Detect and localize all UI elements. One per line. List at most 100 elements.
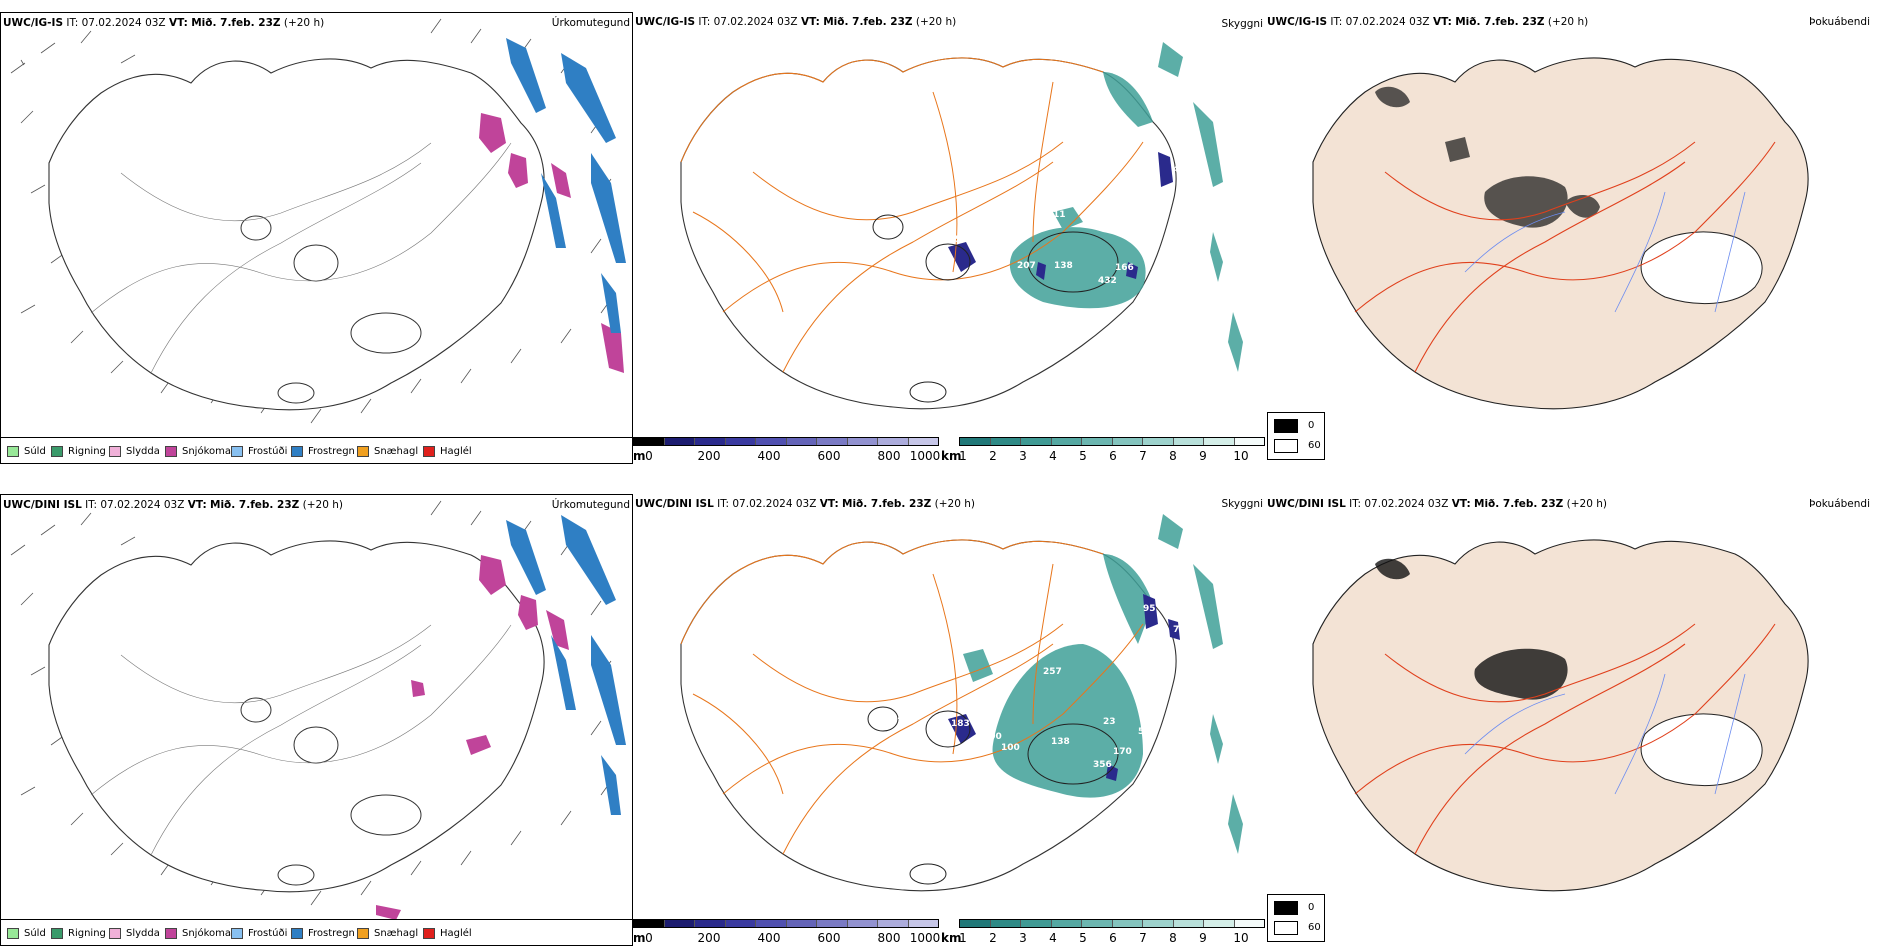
legend-item: Rigning [51,446,106,457]
legend-item: Súld [7,446,46,457]
ceiling-unit: m [633,449,646,463]
it-value: 07.02.2024 03Z [713,16,798,28]
roads [680,539,1144,855]
vis-value-label: 432 [1098,276,1117,286]
it-value: 07.02.2024 03Z [100,499,185,511]
legend-item: Snæhagl [357,446,418,457]
legend-swatch [109,446,121,457]
visibility-tick: 1 [959,449,967,463]
parameter-name: Úrkomutegund [551,17,630,29]
parameter-name: Skyggni [1221,18,1264,30]
panel-header: UWC/DINI ISL IT: 07.02.2024 03Z VT: Mið.… [3,499,628,515]
visibility-tick: 6 [1109,931,1117,945]
fog-legend-swatch [1274,901,1298,915]
visibility-colorbar-strip [959,437,1265,446]
vt-value: Mið. 7.feb. 23Z [210,499,300,511]
legend-item: Snjókoma [165,446,231,457]
it-label: IT: [1330,16,1343,28]
ceiling-colorbar-strip [633,437,939,446]
road-network [90,142,512,374]
legend-item: Snjókoma [165,928,231,939]
vis-shading [1009,42,1243,372]
precip-map [10,18,626,424]
vt-value: Mið. 7.feb. 23Z [842,498,932,510]
panel-header: UWC/IG-IS IT: 07.02.2024 03Z VT: Mið. 7.… [1267,16,1896,32]
visibility-tick: 7 [1139,449,1147,463]
vis-value-label: 39 [1153,143,1166,153]
visibility-tick: 7 [1139,931,1147,945]
precip-type-legend: Súld Rigning Slydda Snjókoma Frostúði Fr… [1,919,632,945]
visibility-unit: km [941,931,962,945]
vt-value: Mið. 7.feb. 23Z [823,16,913,28]
parameter-name: Skyggni [1221,498,1264,510]
visibility-tick: 3 [1019,449,1027,463]
vis-value-label: 95 [1143,604,1156,614]
visibility-map: 39 43 11 52 207 138 166 432 [680,42,1243,410]
legend-swatch [7,928,19,939]
fog-legend-swatch [1274,439,1298,453]
visibility-tick: 9 [1199,449,1207,463]
legend-item: Haglél [423,446,472,457]
vt-label: VT: [168,17,188,29]
it-label: IT: [66,17,79,29]
model-name: UWC/DINI ISL [1267,498,1346,510]
vt-label: VT: [819,498,839,510]
roads [680,57,1144,373]
visibility-tick: 4 [1049,931,1057,945]
parameter-name: Úrkomutegund [551,499,630,511]
visibility-tick: 2 [989,449,997,463]
it-value: 07.02.2024 03Z [732,498,817,510]
ceiling-tick: 800 [877,449,901,463]
legend-label: Snæhagl [374,928,419,939]
ceiling-tick: 200 [697,931,721,945]
panel-header: UWC/DINI ISL IT: 07.02.2024 03Z VT: Mið.… [635,498,1261,514]
legend-label: Slydda [126,928,160,939]
glacier-white [1640,231,1763,305]
vt-label: VT: [800,16,820,28]
model-name: UWC/IG-IS [3,17,64,29]
road-network [90,624,512,856]
freezing-rain-bands [506,515,626,815]
glaciers [867,706,1119,885]
vis-value-label: 183 [951,719,970,729]
vis-value-label: 100 [1001,743,1020,753]
legend-label: Frostúði [248,446,288,457]
precip-map [10,500,626,920]
fog-legend-label: 0 [1308,420,1315,431]
legend-label: Rigning [68,446,106,457]
lead-time: (+20 h) [302,499,343,511]
it-value: 07.02.2024 03Z [1345,16,1430,28]
fog-legend-swatch [1274,921,1298,935]
low-ceiling [948,594,1180,781]
vis-value-label: 59 [1138,727,1151,737]
parameter-name: Þokuábendi [1809,498,1870,510]
fog-legend: 0 60 [1267,412,1325,460]
vt-label: VT: [1451,498,1471,510]
snow-areas [479,113,624,373]
vis-value-label: 207 [1017,261,1036,271]
legend-swatch [423,446,435,457]
fog-map [1312,57,1809,410]
legend-swatch [109,928,121,939]
legend-item: Frostregn [291,928,355,939]
vis-value-label: 43 [1173,165,1186,175]
ceiling-tick: 200 [697,449,721,463]
legend-item: Frostregn [291,446,355,457]
glacier-white [1640,713,1763,787]
legend-swatch [51,928,63,939]
visibility-tick: 10 [1233,449,1249,463]
vis-value-label: 356 [1093,760,1112,770]
fog-dark-areas [1375,86,1600,228]
legend-label: Súld [24,446,46,457]
visibility-colorbar: km 1 2 3 4 5 6 7 8 9 10 [941,919,1265,945]
vis-value-labels: 95 72 48 257 123 183 400 100 138 23 59 1… [891,604,1186,770]
it-label: IT: [1349,498,1362,510]
ceiling-tick: 400 [757,449,781,463]
vis-value-label: 72 [1173,625,1186,635]
fog-panel-row1: UWC/IG-IS IT: 07.02.2024 03Z VT: Mið. 7.… [1265,12,1900,464]
ceiling-tick: 0 [645,931,653,945]
legend-swatch [165,928,177,939]
it-label: IT: [698,16,711,28]
vis-shading [963,514,1243,854]
legend-label: Slydda [126,446,160,457]
